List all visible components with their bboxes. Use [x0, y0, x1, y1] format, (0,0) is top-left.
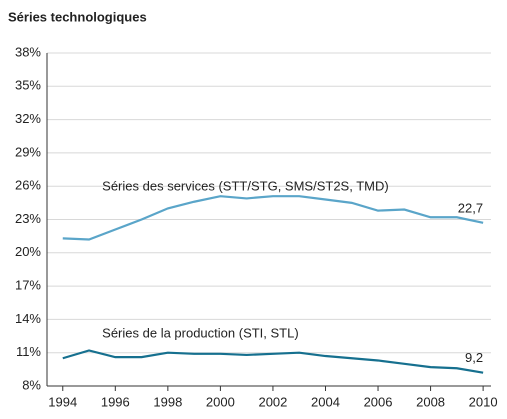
series-line [62, 195, 484, 241]
y-tick-label: 26% [15, 178, 41, 193]
y-tick-label: 23% [15, 211, 41, 226]
series-line [62, 349, 484, 374]
x-tick-label: 2000 [206, 394, 235, 409]
series-label: Séries de la production (STI, STL) [102, 325, 299, 340]
x-tick-label: 2010 [469, 394, 498, 409]
y-tick-label: 17% [15, 278, 41, 293]
chart-title: Séries technologiques [8, 9, 147, 24]
x-tick-label: 2002 [258, 394, 287, 409]
y-tick-label: 38% [15, 44, 41, 59]
x-tick-label: 1996 [101, 394, 130, 409]
y-tick-label: 35% [15, 78, 41, 93]
y-tick-label: 20% [15, 244, 41, 259]
y-tick-label: 29% [15, 144, 41, 159]
x-tick-label: 1998 [153, 394, 182, 409]
y-tick-label: 32% [15, 111, 41, 126]
y-tick-label: 11% [16, 344, 41, 359]
x-tick-label: 2008 [416, 394, 445, 409]
x-tick-label: 2006 [364, 394, 393, 409]
value-label: 9,2 [465, 350, 483, 365]
value-label: 22,7 [458, 200, 483, 215]
y-tick-label: 14% [15, 311, 41, 326]
series-label: Séries des services (STT/STG, SMS/ST2S, … [102, 179, 389, 194]
y-tick-label: 8% [22, 377, 41, 392]
x-tick-label: 1994 [48, 394, 77, 409]
x-tick-label: 2004 [311, 394, 340, 409]
